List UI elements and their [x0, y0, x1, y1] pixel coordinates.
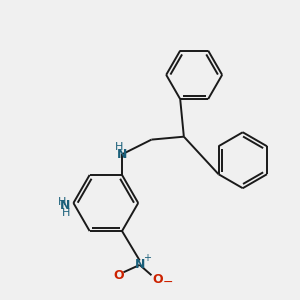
Text: +: +: [143, 253, 151, 262]
Text: −: −: [162, 276, 173, 289]
Text: O: O: [152, 273, 163, 286]
Text: O: O: [114, 269, 124, 282]
Text: H: H: [62, 208, 70, 218]
Text: H: H: [58, 196, 66, 206]
Text: N: N: [134, 258, 145, 272]
Text: H: H: [115, 142, 123, 152]
Text: N: N: [60, 200, 70, 212]
Text: N: N: [117, 148, 127, 161]
